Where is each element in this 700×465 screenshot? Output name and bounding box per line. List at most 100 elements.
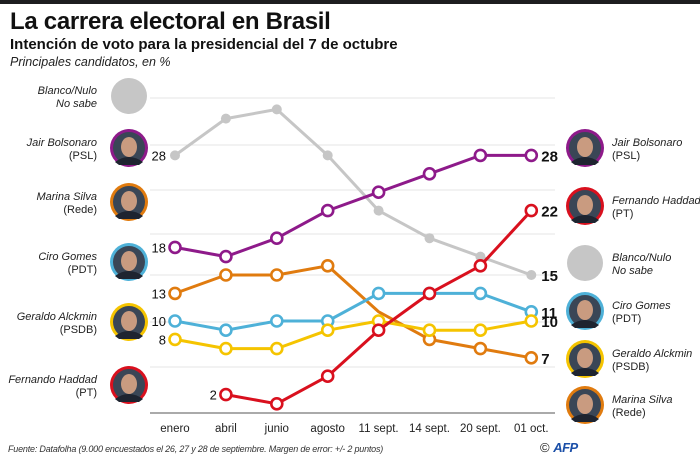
gridlines	[150, 97, 555, 368]
data-point	[271, 104, 282, 115]
left-candidate-party: (Rede)	[63, 204, 97, 216]
series-ciro-gomes-pdt-	[168, 286, 539, 338]
left-candidate-name: Blanco/Nulo	[38, 85, 97, 97]
left-candidate-name: Geraldo Alckmin	[17, 311, 97, 323]
end-value-label: 28	[541, 148, 558, 165]
avatar-face	[121, 251, 137, 271]
right-candidate-party: No sabe	[612, 265, 653, 277]
data-point	[320, 323, 335, 338]
series-lines	[168, 104, 539, 411]
data-point	[168, 332, 182, 347]
right-candidate-name: Geraldo Alckmin	[612, 348, 692, 360]
left-avatar	[110, 129, 148, 167]
end-value-label: 11	[541, 305, 557, 322]
left-avatar	[110, 303, 148, 341]
avatar-shoulders	[115, 394, 143, 402]
data-point	[168, 286, 182, 301]
series-marina-silva-rede-	[168, 258, 539, 365]
right-candidate-name: Blanco/Nulo	[612, 252, 671, 264]
top-bar	[0, 0, 700, 4]
data-point	[526, 270, 537, 280]
x-tick-label: 14 sept.	[409, 423, 450, 435]
start-value-label: 28	[152, 148, 166, 163]
right-avatar	[566, 187, 604, 225]
afp-logo: AFP	[553, 440, 578, 455]
series-line	[174, 291, 532, 332]
data-point	[371, 185, 386, 199]
data-point	[473, 148, 488, 163]
avatar-face	[577, 137, 593, 157]
avatar-shoulders	[571, 215, 599, 223]
data-point	[373, 205, 384, 216]
data-point	[219, 387, 233, 402]
x-tick-label: junio	[264, 423, 289, 435]
data-point	[322, 150, 333, 161]
end-value-label: 10	[541, 314, 558, 331]
avatar-shoulders	[115, 157, 143, 165]
data-point	[422, 167, 437, 181]
data-point	[219, 268, 233, 282]
left-avatar	[110, 366, 148, 404]
avatar-shoulders	[115, 271, 143, 279]
data-point	[475, 251, 486, 262]
right-candidate-name: Jair Bolsonaro	[611, 137, 682, 149]
blank-vote-circle	[567, 245, 603, 281]
series-blanco-nulo-no-sabe	[170, 104, 537, 280]
blank-vote-circle	[111, 78, 147, 114]
avatar-shoulders	[571, 320, 599, 328]
x-tick-label: enero	[160, 423, 189, 435]
data-point	[219, 323, 233, 338]
avatar-face	[121, 374, 137, 394]
data-point	[269, 314, 284, 328]
data-point	[524, 314, 539, 328]
left-candidate-party: (PSL)	[69, 150, 97, 162]
avatar-shoulders	[571, 157, 599, 165]
data-point	[422, 286, 437, 301]
chart-title: La carrera electoral en Brasil	[10, 8, 331, 35]
data-point	[424, 233, 435, 244]
data-point	[269, 396, 284, 411]
left-candidate-name: Jair Bolsonaro	[26, 137, 97, 149]
x-tick-labels: enero abril junio agosto 11 sept. 14 sept. 20 …	[160, 423, 548, 435]
series-line	[174, 153, 532, 259]
start-value-label: 10	[152, 314, 166, 329]
series-line	[174, 107, 532, 277]
right-candidate-party: (PSL)	[612, 150, 640, 162]
x-tick-label: 11 sept.	[359, 423, 399, 435]
data-point	[473, 341, 488, 356]
right-avatar	[566, 292, 604, 330]
data-point	[524, 148, 539, 163]
left-candidate-party: (PDT)	[68, 264, 97, 276]
end-value-label: 7	[541, 351, 549, 368]
avatar-shoulders	[115, 331, 143, 339]
data-point	[168, 240, 182, 255]
left-avatar	[111, 78, 147, 114]
avatar-shoulders	[571, 414, 599, 422]
x-tick-label: abril	[215, 423, 237, 435]
data-point	[524, 350, 539, 365]
end-value-label: 22	[541, 204, 558, 221]
x-tick-label: 01 oct.	[514, 423, 549, 435]
right-legend: Jair Bolsonaro(PSL) Fernando Haddad(PT) Bl…	[566, 129, 700, 424]
avatar-face	[577, 348, 593, 368]
left-candidate-name: Marina Silva	[36, 191, 97, 203]
right-candidate-name: Fernando Haddad	[612, 195, 700, 207]
right-candidate-name: Ciro Gomes	[612, 300, 671, 312]
right-candidate-party: (PDT)	[612, 313, 641, 325]
left-candidate-party: No sabe	[56, 98, 97, 110]
data-point	[170, 150, 180, 161]
avatar-shoulders	[115, 211, 143, 219]
afp-credit: © AFP	[540, 440, 578, 455]
avatar-face	[121, 191, 137, 211]
data-point	[269, 341, 284, 356]
x-tick-label: agosto	[310, 423, 345, 435]
avatar-shoulders	[571, 368, 599, 376]
x-tick-label: 20 sept.	[460, 423, 501, 435]
series-line	[174, 319, 532, 351]
data-point	[473, 323, 488, 338]
data-point	[220, 113, 231, 124]
start-value-label: 8	[159, 332, 166, 347]
avatar-face	[121, 137, 137, 157]
right-candidate-party: (PT)	[612, 208, 633, 220]
